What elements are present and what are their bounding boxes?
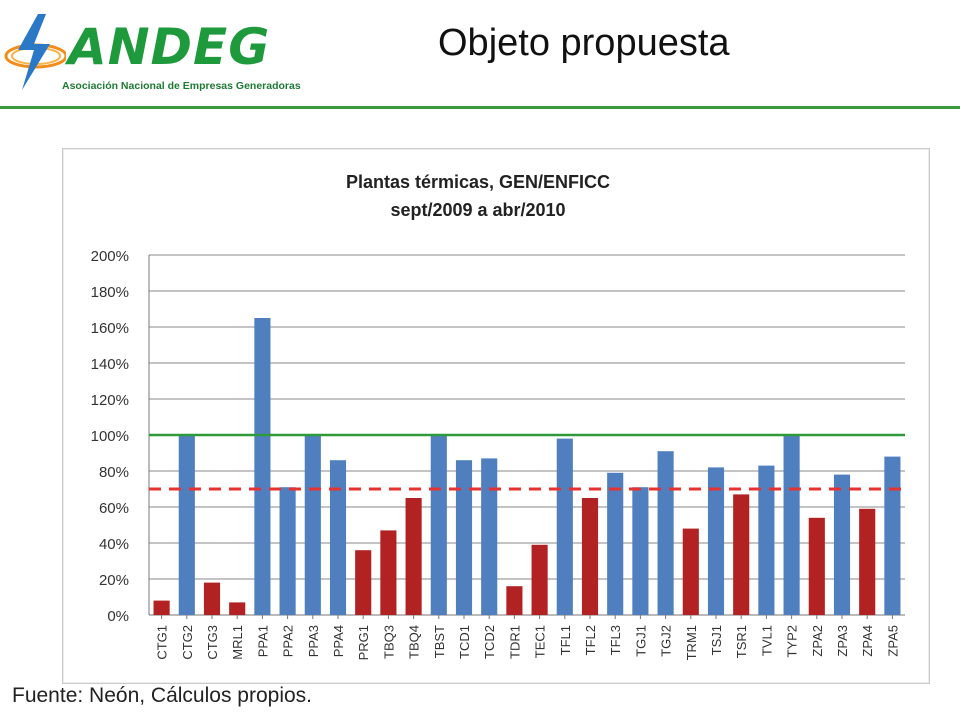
bar-zpa5 [884, 456, 901, 615]
y-tick-label: 140% [91, 356, 129, 373]
chart-subtitle: sept/2009 a abr/2010 [390, 200, 565, 220]
y-tick-label: 160% [91, 320, 129, 337]
x-tick-label: TEC1 [533, 625, 548, 658]
x-tick-label: PPA1 [255, 625, 270, 657]
x-tick-label: CTG1 [155, 625, 170, 660]
reference-lines [149, 433, 905, 491]
logo-subtitle: Asociación Nacional de Empresas Generado… [62, 80, 301, 92]
y-tick-label: 0% [107, 608, 129, 625]
x-tick-label: TFL2 [583, 625, 598, 655]
x-tick-label: TYP2 [785, 625, 800, 658]
x-tick-label: PRG1 [356, 625, 371, 660]
y-tick-label: 120% [91, 392, 129, 409]
x-tick-label: TBST [432, 625, 447, 658]
y-tick-label: 80% [99, 464, 129, 481]
x-tick-label: MRL1 [230, 625, 245, 660]
x-tick-label: PPA4 [331, 625, 346, 657]
bar-chart: Plantas térmicas, GEN/ENFICC sept/2009 a… [91, 172, 905, 660]
x-tick-label: PPA2 [281, 625, 296, 657]
bar-tvl1 [758, 465, 775, 615]
y-tick-label: 40% [99, 536, 129, 553]
bar-tec1 [531, 544, 548, 615]
bar-trm1 [682, 528, 699, 615]
x-tick-label: TDR1 [507, 625, 522, 659]
y-axis-ticks: 0% 20% 40% 60% 80% 100% 120% 140% 160% 180% 200% [91, 248, 129, 625]
bar-tbst [430, 435, 447, 615]
x-tick-label: ZPA2 [810, 625, 825, 657]
bar-tfl3 [607, 472, 624, 615]
x-tick-label: TCD2 [482, 625, 497, 659]
chart-frame: Plantas térmicas, GEN/ENFICC sept/2009 a… [62, 148, 930, 684]
y-tick-label: 60% [99, 500, 129, 517]
y-tick-label: 180% [91, 284, 129, 301]
bar-tdr1 [506, 586, 523, 615]
andeg-logo: ANDEG Asociación Nacional de Empresas Ge… [4, 10, 304, 94]
bar-ppa4 [329, 460, 347, 615]
bar-ppa2 [279, 487, 296, 615]
bar-tfl1 [556, 438, 573, 615]
x-tick-label: CTG2 [180, 625, 195, 660]
x-tick-label: TGJ1 [633, 625, 648, 657]
x-tick-label: CTG3 [205, 625, 220, 660]
bar-zpa2 [808, 517, 825, 615]
bar-tbq4 [405, 498, 422, 615]
bar-prg1 [355, 550, 372, 615]
x-tick-label: TGJ2 [659, 625, 674, 657]
x-tick-label: TVL1 [759, 625, 774, 656]
header-divider [0, 106, 960, 109]
x-tick-label: TCD1 [457, 625, 472, 659]
bar-zpa4 [859, 508, 876, 615]
x-tick-label: TFL1 [558, 625, 573, 655]
slide-title: Objeto propuesta [438, 22, 730, 64]
bar-tfl2 [581, 498, 599, 615]
x-axis-ticks: CTG1 CTG2 CTG3 MRL1 PPA1 PPA2 PPA3 PPA4 PRG1 TBQ3… [155, 615, 900, 660]
bar-ppa1 [254, 318, 271, 615]
bar-tbq3 [380, 530, 397, 615]
x-tick-label: TFL3 [608, 625, 623, 655]
bar-tgj2 [657, 451, 674, 615]
y-tick-label: 100% [91, 428, 129, 445]
logo-word: ANDEG [68, 18, 271, 76]
x-tick-label: ZPA5 [885, 625, 900, 657]
y-tick-label: 20% [99, 572, 129, 589]
x-tick-label: ZPA4 [860, 625, 875, 657]
x-tick-label: TBQ4 [407, 625, 422, 659]
x-tick-label: TRM1 [684, 625, 699, 660]
bar-tsr1 [733, 494, 750, 615]
bar-ctg3 [203, 582, 221, 615]
bar-ctg1 [153, 600, 170, 615]
bars [153, 318, 901, 615]
bar-ctg2 [178, 435, 195, 615]
x-tick-label: TBQ3 [381, 625, 396, 659]
bar-tcd1 [455, 460, 473, 615]
x-tick-label: PPA3 [306, 625, 321, 657]
bar-ppa3 [304, 435, 321, 615]
bar-tcd2 [481, 458, 498, 615]
lightning-bolt-icon [4, 14, 66, 90]
x-tick-label: TSR1 [734, 625, 749, 658]
bar-mrl1 [229, 602, 246, 615]
bar-tgj1 [632, 487, 649, 615]
bar-zpa3 [833, 474, 851, 615]
source-note: Fuente: Neón, Cálculos propios. [12, 684, 312, 707]
chart-title: Plantas térmicas, GEN/ENFICC [346, 172, 610, 192]
x-tick-label: TSJ1 [709, 625, 724, 655]
bar-tsj1 [707, 467, 725, 615]
y-tick-label: 200% [91, 248, 129, 265]
x-tick-label: ZPA3 [835, 625, 850, 657]
bar-typ2 [783, 435, 800, 615]
